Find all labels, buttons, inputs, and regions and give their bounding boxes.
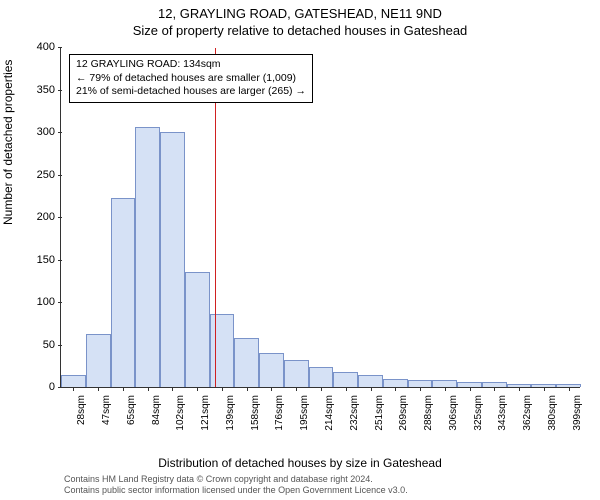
x-tick-label: 47sqm xyxy=(101,391,112,425)
histogram-bar xyxy=(284,360,309,387)
y-tick: 200 xyxy=(27,211,61,223)
histogram-bar xyxy=(160,132,185,387)
histogram-bar xyxy=(432,380,457,387)
y-tick: 50 xyxy=(27,339,61,351)
x-tick-mark xyxy=(395,387,396,391)
x-tick-mark xyxy=(247,387,248,391)
x-tick-label: 158sqm xyxy=(250,391,261,431)
x-tick-label: 269sqm xyxy=(398,391,409,431)
x-tick-label: 306sqm xyxy=(448,391,459,431)
x-tick-mark xyxy=(148,387,149,391)
y-tick: 100 xyxy=(27,296,61,308)
histogram-bar xyxy=(333,372,358,387)
x-tick-mark xyxy=(172,387,173,391)
x-tick-mark xyxy=(494,387,495,391)
annotation-line3: 21% of semi-detached houses are larger (… xyxy=(76,85,306,99)
histogram-bar xyxy=(234,338,259,387)
x-tick-label: 288sqm xyxy=(423,391,434,431)
y-tick: 150 xyxy=(27,254,61,266)
histogram-bar xyxy=(383,379,408,388)
plot-area: 05010015020025030035040028sqm47sqm65sqm8… xyxy=(60,48,580,388)
histogram-bar xyxy=(358,375,383,387)
histogram-bar xyxy=(210,314,235,387)
y-axis-label: Number of detached properties xyxy=(1,60,15,225)
x-tick-mark xyxy=(73,387,74,391)
annotation-line1: 12 GRAYLING ROAD: 134sqm xyxy=(76,58,306,72)
x-tick-mark xyxy=(222,387,223,391)
histogram-bar xyxy=(86,334,111,387)
x-tick-mark xyxy=(321,387,322,391)
x-tick-mark xyxy=(197,387,198,391)
histogram-bar xyxy=(61,375,86,387)
x-tick-mark xyxy=(98,387,99,391)
histogram-bar xyxy=(135,127,160,387)
x-tick-label: 65sqm xyxy=(126,391,137,425)
y-tick: 250 xyxy=(27,169,61,181)
x-tick-label: 343sqm xyxy=(497,391,508,431)
title-line-1: 12, GRAYLING ROAD, GATESHEAD, NE11 9ND xyxy=(0,6,600,23)
x-tick-label: 195sqm xyxy=(299,391,310,431)
x-tick-mark xyxy=(445,387,446,391)
x-tick-mark xyxy=(371,387,372,391)
x-axis-label: Distribution of detached houses by size … xyxy=(0,456,600,470)
x-tick-label: 102sqm xyxy=(175,391,186,431)
chart-subtitle: Size of property relative to detached ho… xyxy=(0,23,600,42)
x-tick-label: 325sqm xyxy=(473,391,484,431)
histogram-bar xyxy=(259,353,284,387)
x-tick-mark xyxy=(271,387,272,391)
chart-title: 12, GRAYLING ROAD, GATESHEAD, NE11 9ND xyxy=(0,0,600,23)
histogram-bar xyxy=(309,367,334,387)
x-tick-mark xyxy=(296,387,297,391)
chart-container: 12, GRAYLING ROAD, GATESHEAD, NE11 9ND S… xyxy=(0,0,600,500)
x-tick-label: 176sqm xyxy=(274,391,285,431)
x-tick-label: 214sqm xyxy=(324,391,335,431)
histogram-bar xyxy=(185,272,210,387)
x-tick-mark xyxy=(420,387,421,391)
footer-line-2: Contains public sector information licen… xyxy=(64,485,408,496)
x-tick-label: 28sqm xyxy=(76,391,87,425)
x-tick-label: 380sqm xyxy=(547,391,558,431)
x-tick-mark xyxy=(123,387,124,391)
x-tick-mark xyxy=(470,387,471,391)
x-tick-mark xyxy=(544,387,545,391)
x-tick-label: 251sqm xyxy=(374,391,385,431)
histogram-bar xyxy=(111,198,136,387)
x-tick-mark xyxy=(346,387,347,391)
annotation-line2: ← 79% of detached houses are smaller (1,… xyxy=(76,72,306,86)
x-tick-label: 362sqm xyxy=(522,391,533,431)
x-tick-mark xyxy=(519,387,520,391)
x-tick-label: 84sqm xyxy=(151,391,162,425)
x-tick-label: 232sqm xyxy=(349,391,360,431)
y-tick: 400 xyxy=(27,41,61,53)
footer-line-1: Contains HM Land Registry data © Crown c… xyxy=(64,474,408,485)
histogram-bar xyxy=(408,380,433,387)
x-tick-mark xyxy=(569,387,570,391)
y-tick: 350 xyxy=(27,84,61,96)
x-tick-label: 139sqm xyxy=(225,391,236,431)
annotation-box: 12 GRAYLING ROAD: 134sqm← 79% of detache… xyxy=(69,54,313,103)
y-tick: 0 xyxy=(27,381,61,393)
footer-attribution: Contains HM Land Registry data © Crown c… xyxy=(64,474,408,496)
x-tick-label: 121sqm xyxy=(200,391,211,431)
x-tick-label: 399sqm xyxy=(572,391,583,431)
y-tick: 300 xyxy=(27,126,61,138)
